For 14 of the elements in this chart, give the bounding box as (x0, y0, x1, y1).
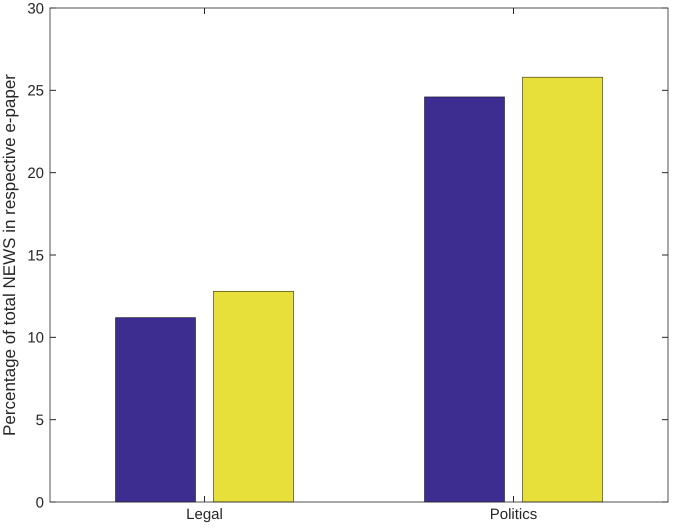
y-tick-label: 10 (27, 330, 44, 347)
y-tick-label: 5 (36, 412, 44, 429)
y-tick-label: 15 (27, 247, 44, 264)
x-tick-label: Legal (186, 506, 223, 523)
bar (424, 96, 505, 502)
y-tick-label: 25 (27, 82, 44, 100)
y-tick-label: 0 (36, 494, 44, 512)
y-tick-label: 30 (27, 0, 44, 18)
bar (213, 290, 294, 502)
x-tick-label: Politics (490, 506, 538, 523)
bar (522, 76, 603, 502)
y-axis-title: Percentage of total NEWS in respective e-paper (0, 74, 19, 436)
y-tick-label: 20 (27, 164, 44, 182)
bar (115, 317, 196, 502)
